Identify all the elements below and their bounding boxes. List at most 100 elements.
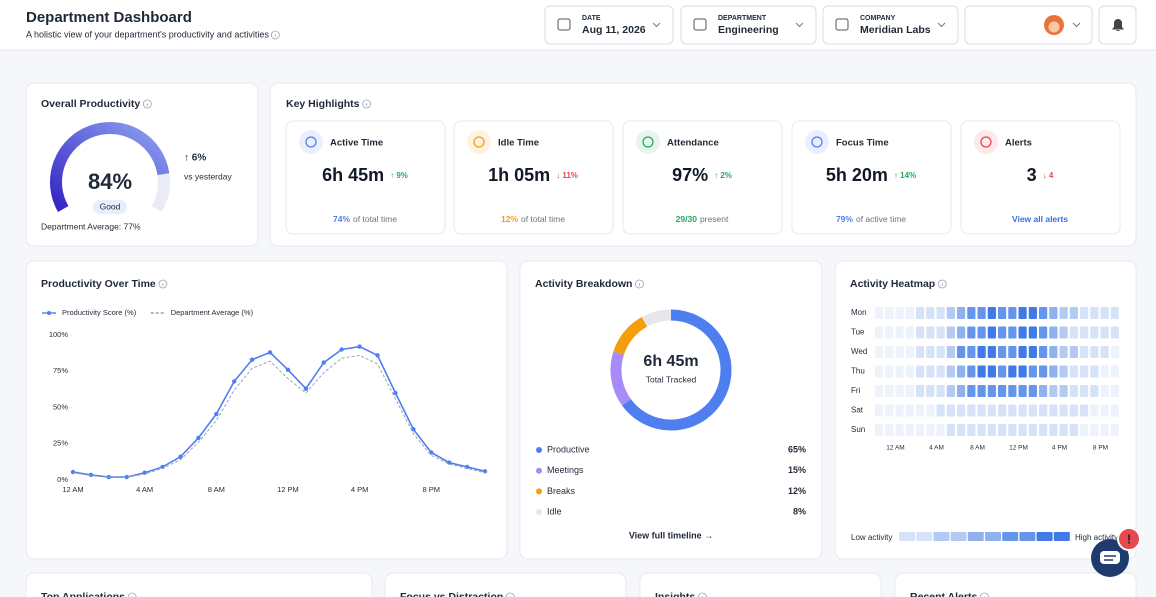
line-series <box>72 354 486 478</box>
heatmap-cell <box>987 424 996 436</box>
highlight-value: 1h 05m <box>488 165 550 185</box>
line-point <box>232 379 237 384</box>
footer-text: present <box>700 214 729 224</box>
highlight-icon-bg <box>974 130 998 154</box>
heatmap-cell <box>946 404 955 417</box>
heatmap-cell <box>885 385 894 397</box>
highlight-title: Attendance <box>667 138 719 149</box>
heatmap-cell <box>987 307 996 319</box>
profile-menu[interactable] <box>964 5 1093 45</box>
view-link[interactable]: View full timeline → <box>629 530 713 540</box>
page-title: Department Dashboard <box>26 9 192 26</box>
heatmap-cell <box>1008 307 1017 319</box>
line-point <box>124 474 129 480</box>
heatmap-cell <box>1028 307 1037 319</box>
heatmap-cell <box>1008 346 1017 358</box>
info-icon <box>158 279 168 289</box>
highlight-value: 3 <box>1027 165 1037 185</box>
line-point <box>446 460 452 465</box>
heatmap-cell <box>875 404 884 417</box>
filter-label: DATE <box>582 15 601 22</box>
heatmap-cell <box>1090 346 1099 358</box>
gauge-value <box>50 122 170 212</box>
heatmap-cell <box>926 424 935 436</box>
heatmap-cell <box>1039 385 1048 397</box>
filter-dropdown[interactable] <box>680 5 817 45</box>
filter-label: DEPARTMENT <box>718 15 767 22</box>
chevron <box>795 22 804 28</box>
heatmap-cell <box>957 424 966 436</box>
heatmap-cell <box>895 346 904 358</box>
highlight-footer[interactable]: View all alerts <box>1012 214 1068 224</box>
heatmap-cell <box>1090 424 1099 436</box>
heatmap-cell <box>895 404 904 417</box>
heatmap-cell <box>885 365 894 378</box>
line-point <box>357 344 362 349</box>
donut-segment <box>622 309 732 431</box>
highlight-icon-bg <box>636 130 660 154</box>
highlight-value: 6h 45m <box>322 165 384 185</box>
heatmap-cell <box>977 404 986 417</box>
heatmap-cell <box>946 385 955 397</box>
chat-icon <box>1100 551 1120 564</box>
heatmap-cell <box>957 385 966 397</box>
heatmap-cell <box>967 365 976 378</box>
chevron <box>652 22 661 28</box>
y-tick-label: 25% <box>53 439 68 448</box>
heatmap-cell <box>1018 307 1027 319</box>
highlight-change: ↑ 14% <box>894 171 916 180</box>
chevron <box>937 22 946 28</box>
heatmap-cell <box>977 385 986 397</box>
heatmap-cell <box>1049 424 1058 436</box>
heatmap-cell <box>1100 365 1109 378</box>
heatmap-cell <box>1049 307 1058 319</box>
heatmap-cell <box>1069 326 1078 339</box>
heatmap-cell <box>998 385 1007 397</box>
heatmap-cell <box>1100 307 1109 319</box>
highlight-title: Active Time <box>330 138 383 149</box>
highlight-title: Alerts <box>1005 138 1032 149</box>
legend-label: Breaks <box>547 486 576 496</box>
highlight-footer: 12% of total time <box>501 214 565 224</box>
filter-icon <box>693 18 707 31</box>
heatmap-cell <box>1110 385 1119 397</box>
heatmap-cell <box>1110 307 1119 319</box>
heatmap-cell <box>936 346 945 358</box>
info-icon <box>505 592 515 597</box>
highlight-title: Focus Time <box>836 138 889 149</box>
legend-low: Low activity <box>851 533 892 542</box>
highlight-change: ↑ 9% <box>390 171 408 180</box>
filter-dropdown[interactable] <box>822 5 959 45</box>
heatmap-cell <box>987 326 996 339</box>
x-tick-label: 12 PM <box>1009 445 1028 452</box>
heatmap-cell <box>1090 385 1099 397</box>
card-title: Key Highlights <box>286 98 360 110</box>
heatmap-cell <box>905 424 914 436</box>
info-icon <box>937 279 947 289</box>
heatmap-cell <box>998 404 1007 417</box>
heatmap-cell <box>1008 326 1017 339</box>
info-icon <box>362 99 372 109</box>
legend-swatch <box>899 532 915 541</box>
heatmap-cell <box>957 307 966 319</box>
heatmap-cell <box>926 326 935 339</box>
legend-swatch <box>1053 532 1070 541</box>
heatmap-cell <box>905 385 914 397</box>
heatmap-cell <box>1069 365 1078 378</box>
heatmap-cell <box>1028 404 1037 417</box>
legend-high: High activity <box>1075 533 1118 542</box>
heatmap-cell <box>1039 326 1048 339</box>
heatmap-cell <box>1080 365 1089 378</box>
heatmap-cell <box>967 385 976 397</box>
filter-icon <box>557 18 571 31</box>
filter-dropdown[interactable] <box>544 5 674 45</box>
line-point <box>88 472 94 478</box>
heatmap-cell <box>1090 307 1099 319</box>
highlight-title: Idle Time <box>498 138 539 149</box>
heatmap-cell <box>1080 326 1089 339</box>
heatmap-cell <box>905 365 914 378</box>
heatmap-cell <box>1028 326 1037 339</box>
filter-value: Meridian Labs <box>860 24 931 36</box>
donut-segment <box>613 316 648 355</box>
heatmap-cell <box>1069 307 1078 319</box>
